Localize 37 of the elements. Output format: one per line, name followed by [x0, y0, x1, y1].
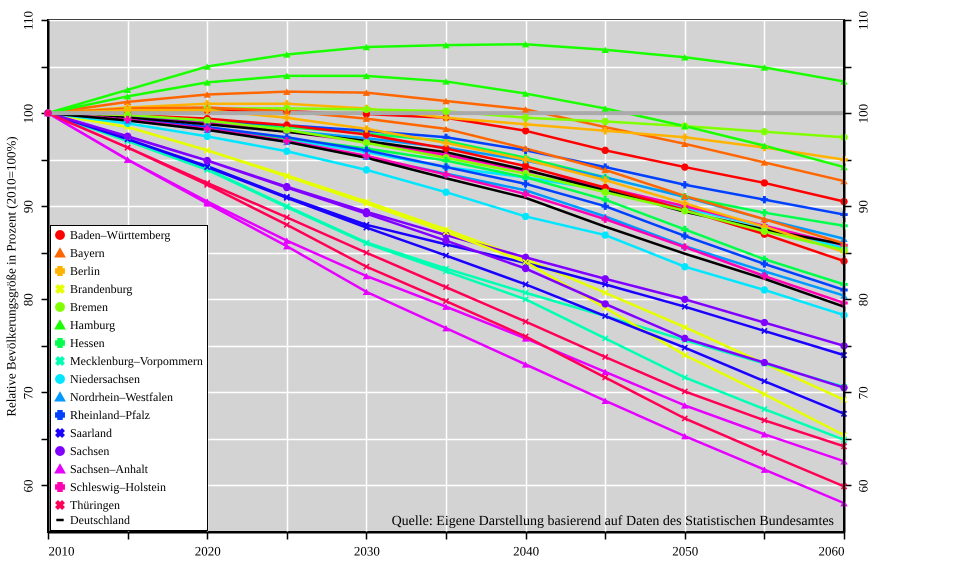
legend-label: Brandenburg [70, 282, 132, 296]
legend-label: Sachsen [70, 444, 110, 458]
y-axis-title: Relative Bevölkerungsgröße in Prozent (2010=100%) [4, 136, 18, 417]
legend-label: Bayern [70, 246, 105, 260]
legend-label: Nordrhein–Westfalen [70, 390, 173, 404]
y2-tick-label: 80 [856, 293, 870, 306]
y-tick-label: 70 [20, 386, 36, 400]
y-tick-label: 100 [20, 104, 36, 124]
legend-label: Deutschland [70, 513, 130, 527]
x-tick-label: 2030 [354, 544, 380, 558]
legend-label: Hessen [70, 336, 105, 350]
legend-label: Sachsen–Anhalt [70, 462, 149, 476]
x-tick-label: 2010 [48, 544, 74, 558]
x-tick-label: 2040 [513, 544, 540, 558]
y2-tick-label: 100 [856, 104, 870, 124]
annotation: Quelle: Eigene Darstellung basierend auf Daten des Statistischen Bundesamtes [392, 514, 834, 529]
legend-label: Mecklenburg–Vorpommern [70, 354, 203, 368]
legend-label: Baden–Württemberg [70, 228, 170, 242]
y2-tick-label: 60 [856, 479, 870, 492]
y2-tick-label: 110 [856, 10, 870, 30]
x-tick-label: 2060 [818, 544, 844, 558]
legend-label: Saarland [70, 426, 112, 440]
y-tick-label: 80 [20, 293, 36, 306]
legend-label: Berlin [70, 264, 100, 278]
y2-tick-label: 70 [856, 386, 870, 400]
legend-label: Niedersachsen [70, 372, 140, 386]
legend-label: Thüringen [70, 498, 120, 512]
x-tick-label: 2020 [194, 544, 221, 558]
legend-label: Bremen [70, 300, 108, 314]
y-tick-label: 60 [20, 479, 36, 492]
y-tick-label: 110 [20, 10, 36, 30]
y-tick-label: 90 [20, 200, 36, 214]
legend-label: Hamburg [70, 318, 116, 332]
legend-label: Rheinland–Pfalz [70, 408, 150, 422]
legend-label: Schleswig–Holstein [70, 480, 166, 494]
x-tick-label: 2050 [672, 544, 698, 558]
y2-tick-label: 90 [856, 200, 870, 214]
